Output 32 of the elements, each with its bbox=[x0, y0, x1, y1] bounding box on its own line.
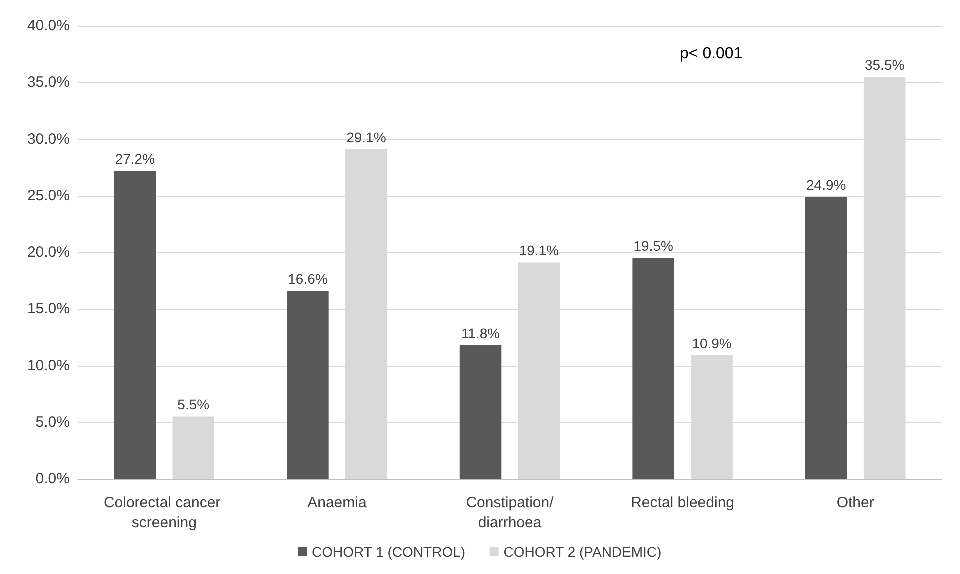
y-tick-label: 15.0% bbox=[27, 300, 70, 318]
data-label: 29.1% bbox=[346, 129, 386, 146]
bar bbox=[805, 197, 848, 479]
y-tick-label: 25.0% bbox=[27, 187, 70, 204]
y-tick-label: 20.0% bbox=[27, 244, 70, 261]
y-tick-label: 0.0% bbox=[36, 470, 70, 488]
bar bbox=[460, 345, 502, 479]
data-label: 24.9% bbox=[806, 177, 846, 194]
data-label: 5.5% bbox=[178, 396, 210, 413]
x-tick-label: Rectal bleeding bbox=[631, 494, 735, 512]
x-tick-label: Colorectal cancer screening bbox=[104, 494, 225, 532]
data-label: 27.2% bbox=[115, 150, 156, 167]
data-label: 16.6% bbox=[288, 271, 328, 288]
data-label: 19.1% bbox=[519, 242, 560, 259]
annotation: p< 0.001 bbox=[680, 46, 743, 62]
bar bbox=[287, 291, 329, 479]
x-tick-label: Other bbox=[836, 494, 874, 512]
data-label: 19.5% bbox=[634, 238, 674, 254]
y-tick-label: 5.0% bbox=[36, 414, 70, 431]
y-tick-label: 30.0% bbox=[27, 130, 70, 148]
bar bbox=[114, 170, 156, 479]
data-label: 11.8% bbox=[461, 325, 500, 342]
y-tick-label: 35.0% bbox=[27, 74, 70, 92]
x-tick-label: Constipation/diarrhoea bbox=[466, 494, 555, 532]
y-tick-label: 40.0% bbox=[27, 18, 70, 34]
data-label: 10.9% bbox=[692, 336, 732, 352]
legend-label: COHORT 1 (CONTROL) bbox=[312, 544, 466, 560]
data-label: 35.5% bbox=[864, 56, 905, 73]
legend-label: COHORT 2 (PANDEMIC) bbox=[504, 544, 662, 560]
y-tick-label: 10.0% bbox=[27, 357, 70, 374]
bar bbox=[632, 258, 674, 479]
x-tick-label: Anaemia bbox=[308, 494, 368, 512]
